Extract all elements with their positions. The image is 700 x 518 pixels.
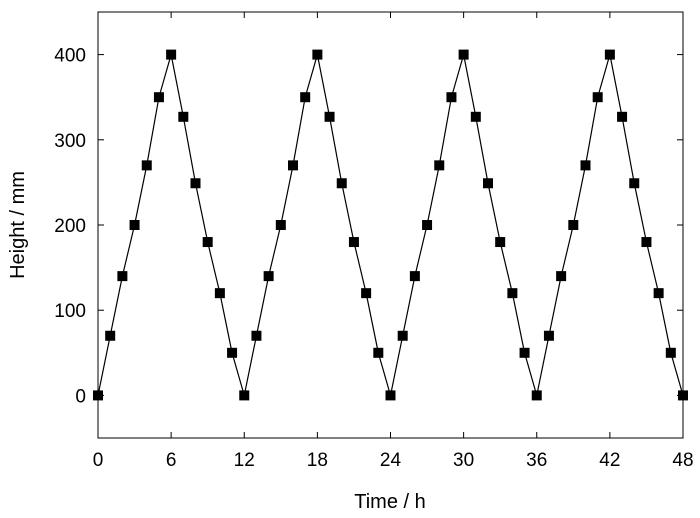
data-point	[422, 220, 433, 230]
data-point	[288, 160, 298, 171]
data-point	[166, 49, 177, 60]
x-tick-label: 18	[307, 450, 328, 471]
data-point	[531, 390, 542, 401]
data-point	[604, 49, 615, 60]
data-point	[263, 271, 274, 282]
data-point	[239, 390, 250, 401]
data-point	[202, 237, 213, 248]
data-point	[434, 160, 445, 171]
data-point	[129, 220, 140, 230]
data-point	[141, 160, 152, 171]
data-point	[592, 92, 603, 103]
data-point	[446, 92, 457, 103]
data-point	[507, 288, 518, 299]
data-point	[580, 160, 591, 171]
y-tick-label: 400	[54, 46, 86, 67]
data-point	[495, 237, 506, 248]
data-point	[324, 111, 335, 122]
x-tick-label: 24	[380, 450, 402, 471]
data-point	[568, 220, 579, 230]
data-point	[629, 178, 640, 189]
x-tick-label: 48	[672, 450, 693, 471]
data-point	[678, 390, 688, 401]
data-point	[641, 237, 652, 248]
data-point	[312, 49, 323, 60]
data-point	[178, 111, 189, 122]
data-point	[190, 178, 201, 189]
data-point	[348, 237, 359, 248]
data-point	[385, 390, 396, 401]
data-point	[214, 288, 225, 299]
data-point	[275, 220, 286, 230]
axis-ticks	[97, 12, 684, 438]
data-point	[653, 288, 664, 299]
plot-frame	[97, 11, 684, 439]
y-axis-title: Height / mm	[7, 171, 29, 279]
x-tick-label: 42	[599, 450, 620, 471]
data-point	[397, 330, 408, 341]
data-point	[543, 330, 554, 341]
data-point	[117, 271, 128, 282]
data-point	[336, 178, 347, 189]
x-axis-title: Time / h	[354, 491, 426, 513]
x-tick-label: 30	[453, 450, 474, 471]
tick-labels: 0 6 12 18 24 30 36 42 48 0 100 200 300 400	[54, 46, 693, 471]
data-point	[665, 347, 676, 358]
x-tick-label: 0	[93, 450, 104, 471]
y-tick-label: 300	[54, 131, 86, 152]
data-point	[300, 92, 311, 103]
data-point	[361, 288, 372, 299]
data-point	[617, 111, 628, 122]
data-point	[470, 111, 481, 122]
data-point	[458, 49, 469, 60]
data-point	[105, 330, 116, 341]
series-markers	[93, 49, 688, 401]
y-tick-label: 100	[54, 301, 86, 322]
data-point	[227, 347, 238, 358]
x-tick-label: 12	[234, 450, 255, 471]
data-point	[93, 390, 103, 401]
data-point	[153, 92, 164, 103]
series-line	[97, 54, 684, 396]
data-point	[483, 178, 493, 189]
y-tick-label: 0	[75, 386, 86, 407]
x-tick-label: 6	[166, 450, 177, 471]
data-point	[409, 271, 420, 282]
data-point	[519, 347, 530, 358]
x-tick-label: 36	[526, 450, 547, 471]
y-tick-label: 200	[54, 216, 86, 237]
data-point	[251, 330, 262, 341]
data-point	[556, 271, 567, 282]
data-point	[373, 347, 384, 358]
